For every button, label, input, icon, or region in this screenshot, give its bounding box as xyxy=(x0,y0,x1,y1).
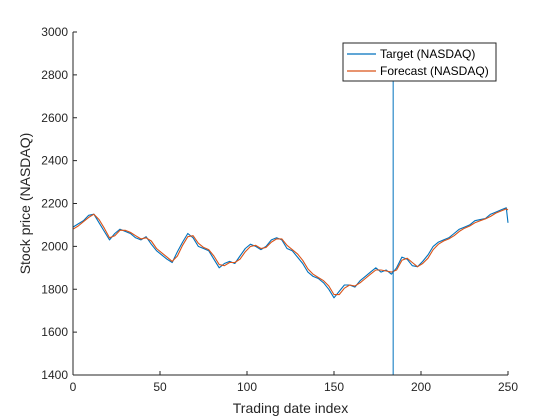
x-ticks: 0 50 100 150 200 250 xyxy=(70,371,518,394)
y-tick-label: 2000 xyxy=(41,239,68,253)
y-tick-label: 3000 xyxy=(41,25,68,39)
x-tick-label: 250 xyxy=(498,380,518,394)
x-tick-label: 50 xyxy=(153,380,167,394)
legend: Target (NASDAQ) Forecast (NASDAQ) xyxy=(342,42,497,82)
x-tick-label: 100 xyxy=(237,380,257,394)
y-ticks: 1400 1600 1800 2000 2200 2400 2600 2800 3000 xyxy=(41,25,77,382)
y-axis-label: Stock price (NASDAQ) xyxy=(17,133,33,275)
legend-entry-target: Target (NASDAQ) xyxy=(380,47,475,61)
y-tick-label: 2400 xyxy=(41,154,68,168)
series-line-target xyxy=(72,207,509,299)
x-tick-label: 200 xyxy=(411,380,431,394)
legend-box xyxy=(342,42,497,82)
y-tick-label: 2800 xyxy=(41,68,68,82)
x-tick-label: 0 xyxy=(70,380,77,394)
x-tick-label: 150 xyxy=(324,380,344,394)
plot-frame xyxy=(73,32,508,375)
y-tick-label: 1600 xyxy=(41,325,68,339)
legend-entry-forecast: Forecast (NASDAQ) xyxy=(380,64,489,78)
series-line-forecast xyxy=(72,208,509,296)
y-tick-label: 2200 xyxy=(41,197,68,211)
y-tick-label: 1400 xyxy=(41,368,68,382)
x-axis-label: Trading date index xyxy=(233,400,348,416)
y-tick-label: 1800 xyxy=(41,282,68,296)
plot-area: 0 50 100 150 200 250 1400 1600 1800 2000 2200 2400… xyxy=(41,25,518,394)
y-tick-label: 2600 xyxy=(41,111,68,125)
series-layer xyxy=(72,207,509,299)
